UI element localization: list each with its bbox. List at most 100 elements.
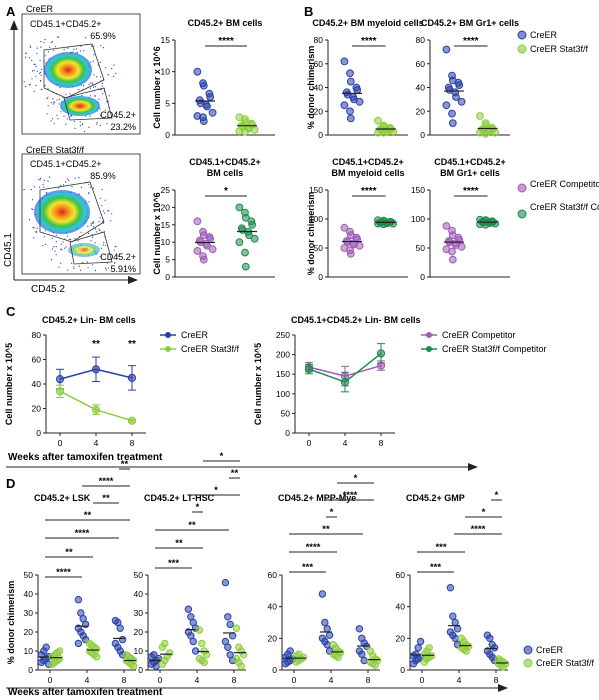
y-tick-label: 150 — [411, 185, 425, 195]
flow-event-dot — [43, 179, 46, 181]
chart-title: CD45.1+CD45.2+ — [332, 157, 404, 167]
flow-event-dot — [92, 83, 94, 85]
legend-label-creer: CreER — [536, 645, 564, 655]
panel-label-b: B — [304, 4, 313, 19]
legend-marker-competitor-creer — [426, 332, 432, 338]
flow-event-dot — [110, 220, 112, 222]
timeline-arrow-head — [498, 684, 508, 692]
flow-event-dot — [51, 248, 54, 250]
y-tick-label: 15 — [161, 220, 171, 230]
x-tick-label: 4 — [457, 675, 462, 685]
legend-label-creer: CreER — [181, 330, 209, 340]
chart-title: CD45.2+ GMP — [406, 493, 465, 503]
data-point — [203, 102, 211, 111]
legend-marker-competitor-stat3 — [517, 209, 527, 219]
flow-event-dot — [111, 68, 113, 70]
flow-event-dot — [46, 192, 48, 194]
chart-title: CD45.2+ Lin- BM cells — [42, 315, 136, 325]
data-point — [491, 219, 500, 228]
data-point — [241, 127, 249, 136]
flow-event-dot — [60, 248, 62, 250]
data-point — [55, 647, 64, 655]
flow-event-dot — [107, 267, 109, 269]
flow-event-dot — [92, 222, 94, 224]
significance-label: ** — [188, 520, 196, 531]
flow-event-dot — [88, 126, 90, 128]
flow-event-dot — [74, 127, 76, 129]
data-point — [248, 220, 257, 229]
flow-gate-upper — [43, 43, 105, 99]
flow-event-dot — [107, 74, 109, 76]
x-tick-label: 0 — [292, 675, 297, 685]
significance-label: ** — [92, 339, 100, 350]
data-point — [224, 613, 232, 621]
significance-label: **** — [343, 490, 358, 501]
y-tick-label: 10 — [24, 646, 34, 656]
flow-event-dot — [60, 243, 62, 245]
flow-event-dot — [108, 210, 110, 212]
data-point — [91, 365, 101, 374]
data-point — [449, 612, 457, 620]
panel-c-x-label: Weeks after tamoxifen treatment — [8, 452, 163, 463]
y-tick-label: 60 — [396, 570, 406, 580]
flow-event-dot — [51, 41, 53, 43]
y-tick-label: 10 — [161, 67, 171, 77]
flow-event-dot — [34, 63, 36, 65]
flow-event-dot — [93, 74, 95, 76]
y-tick-label: 0 — [318, 272, 323, 282]
data-point — [202, 651, 211, 659]
flow-event-dot — [113, 64, 115, 66]
flow-event-dot — [113, 249, 115, 251]
data-point — [208, 108, 217, 117]
flow-gate-upper-label: CD45.1+CD45.2+ — [30, 19, 102, 29]
data-point — [448, 255, 457, 264]
significance-label: * — [224, 186, 228, 197]
flow-event-dot — [30, 46, 32, 48]
y-tick-label: 0 — [36, 428, 41, 438]
significance-label: **** — [361, 36, 377, 47]
legend-marker-stat3 — [523, 658, 533, 668]
flow-event-dot — [28, 84, 31, 86]
flow-event-dot — [91, 233, 93, 236]
legend-marker-competitor-creer — [517, 183, 527, 193]
flow-event-dot — [35, 65, 37, 67]
y-tick-label: 50 — [314, 243, 324, 253]
flow-event-dot — [92, 221, 94, 223]
data-point — [208, 245, 217, 254]
flow-event-dot — [40, 74, 42, 76]
flow-event-dot — [96, 123, 98, 125]
flow-event-dot — [50, 259, 53, 261]
flow-event-dot — [99, 108, 101, 110]
significance-label: ** — [322, 524, 330, 535]
significance-label: * — [354, 473, 358, 484]
data-point — [486, 634, 494, 642]
flow-event-dot — [39, 72, 41, 74]
flow-event-dot — [90, 224, 92, 227]
chart-b4: 0 50 100 150 CD45.1+CD45.2+BM Gr1+ cells **** — [411, 157, 510, 282]
significance-label: * — [220, 451, 224, 462]
x-tick-label: 0 — [307, 438, 312, 448]
data-point — [462, 647, 470, 655]
flow-event-dot — [99, 256, 101, 258]
legend-marker-stat3 — [517, 44, 527, 54]
flow-event-dot — [47, 180, 49, 182]
flow-event-dot — [49, 46, 51, 48]
legend-label-stat3: CreER Stat3f/f — [181, 344, 240, 354]
flow-event-dot — [44, 230, 46, 232]
x-tick-label: 8 — [232, 675, 237, 685]
flow-event-dot — [56, 114, 58, 116]
chart-b1: 0 20 40 60 80 CD45.2+ BM myeloid cells % donor… — [306, 18, 424, 140]
flow-event-dot — [53, 102, 55, 104]
legend-b-top: CreER CreER Stat3f/f — [517, 30, 589, 54]
significance-label: ** — [128, 339, 136, 350]
data-point — [323, 641, 331, 649]
flow-event-dot — [100, 76, 102, 78]
y-tick-label: 40 — [416, 83, 426, 93]
y-tick-label: 100 — [309, 214, 323, 224]
data-point — [414, 644, 422, 652]
data-point — [346, 77, 355, 86]
flow-event-dot — [94, 95, 96, 97]
flow-event-dot — [93, 226, 95, 228]
